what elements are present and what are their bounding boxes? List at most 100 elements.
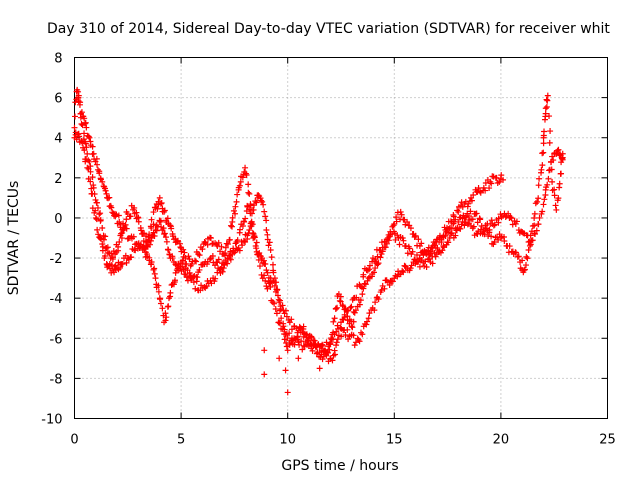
data-point (215, 256, 222, 263)
data-point (267, 283, 274, 290)
data-point (342, 331, 349, 338)
data-point (474, 230, 481, 237)
data-point (377, 254, 384, 261)
data-point (84, 150, 91, 157)
data-point (163, 238, 170, 245)
data-point (515, 253, 522, 260)
data-point (99, 240, 106, 247)
data-point (295, 355, 302, 362)
data-point (157, 217, 164, 224)
data-point (150, 209, 157, 216)
data-point (245, 181, 252, 188)
data-point (495, 215, 502, 222)
data-point (542, 191, 549, 198)
data-point (123, 259, 130, 266)
data-point (364, 267, 371, 274)
data-point (379, 244, 386, 251)
data-point (429, 260, 436, 267)
data-point (531, 210, 538, 217)
data-point (371, 307, 378, 314)
data-point (93, 155, 100, 162)
data-point (372, 265, 379, 272)
data-point (519, 257, 526, 264)
data-point (555, 195, 562, 202)
data-point (148, 258, 155, 265)
data-point (182, 271, 189, 278)
data-point (227, 222, 234, 229)
data-point (283, 313, 290, 320)
data-point (246, 206, 253, 213)
data-point (75, 88, 82, 95)
data-point (75, 92, 82, 99)
data-point (180, 246, 187, 253)
data-point (296, 341, 303, 348)
data-point (542, 105, 549, 112)
data-point (358, 284, 365, 291)
data-point (106, 194, 113, 201)
data-point (148, 216, 155, 223)
data-point (352, 307, 359, 314)
data-point (360, 271, 367, 278)
data-point (322, 348, 329, 355)
data-points (71, 86, 566, 396)
data-point (411, 233, 418, 240)
data-point (546, 139, 553, 146)
data-point (528, 228, 535, 235)
data-point (390, 222, 397, 229)
data-point (271, 282, 278, 289)
data-point (245, 189, 252, 196)
data-point (280, 323, 287, 330)
data-point (185, 253, 192, 260)
data-point (148, 224, 155, 231)
data-point (398, 211, 405, 218)
data-point (102, 187, 109, 194)
data-point (465, 212, 472, 219)
data-point (350, 318, 357, 325)
data-point (365, 275, 372, 282)
data-point (501, 238, 508, 245)
data-point (135, 218, 142, 225)
data-point (559, 150, 566, 157)
data-point (186, 269, 193, 276)
y-tick-label: 2 (54, 172, 62, 187)
data-point (374, 253, 381, 260)
data-point (270, 277, 277, 284)
data-point (442, 232, 449, 239)
data-point (255, 256, 262, 263)
data-point (308, 334, 315, 341)
data-point (436, 234, 443, 241)
data-point (85, 133, 92, 140)
data-point (486, 185, 493, 192)
data-point (298, 338, 305, 345)
data-point (92, 196, 99, 203)
data-point (544, 97, 551, 104)
data-point (406, 245, 413, 252)
data-point (432, 253, 439, 260)
data-point (319, 356, 326, 363)
data-point (215, 239, 222, 246)
data-point (167, 289, 174, 296)
data-point (234, 237, 241, 244)
data-point (118, 235, 125, 242)
data-point (330, 318, 337, 325)
data-point (540, 149, 547, 156)
data-point (309, 347, 316, 354)
data-point (255, 251, 262, 258)
data-point (333, 342, 340, 349)
data-point (464, 221, 471, 228)
data-point (547, 128, 554, 135)
data-point (93, 216, 100, 223)
data-point (535, 221, 542, 228)
y-tick-label: -8 (50, 372, 63, 387)
data-point (236, 247, 243, 254)
data-point (404, 250, 411, 257)
data-point (234, 191, 241, 198)
data-point (455, 208, 462, 215)
data-point (496, 178, 503, 185)
data-point (260, 201, 267, 208)
data-point (177, 244, 184, 251)
data-point (415, 236, 422, 243)
data-point (348, 303, 355, 310)
data-point (227, 256, 234, 263)
